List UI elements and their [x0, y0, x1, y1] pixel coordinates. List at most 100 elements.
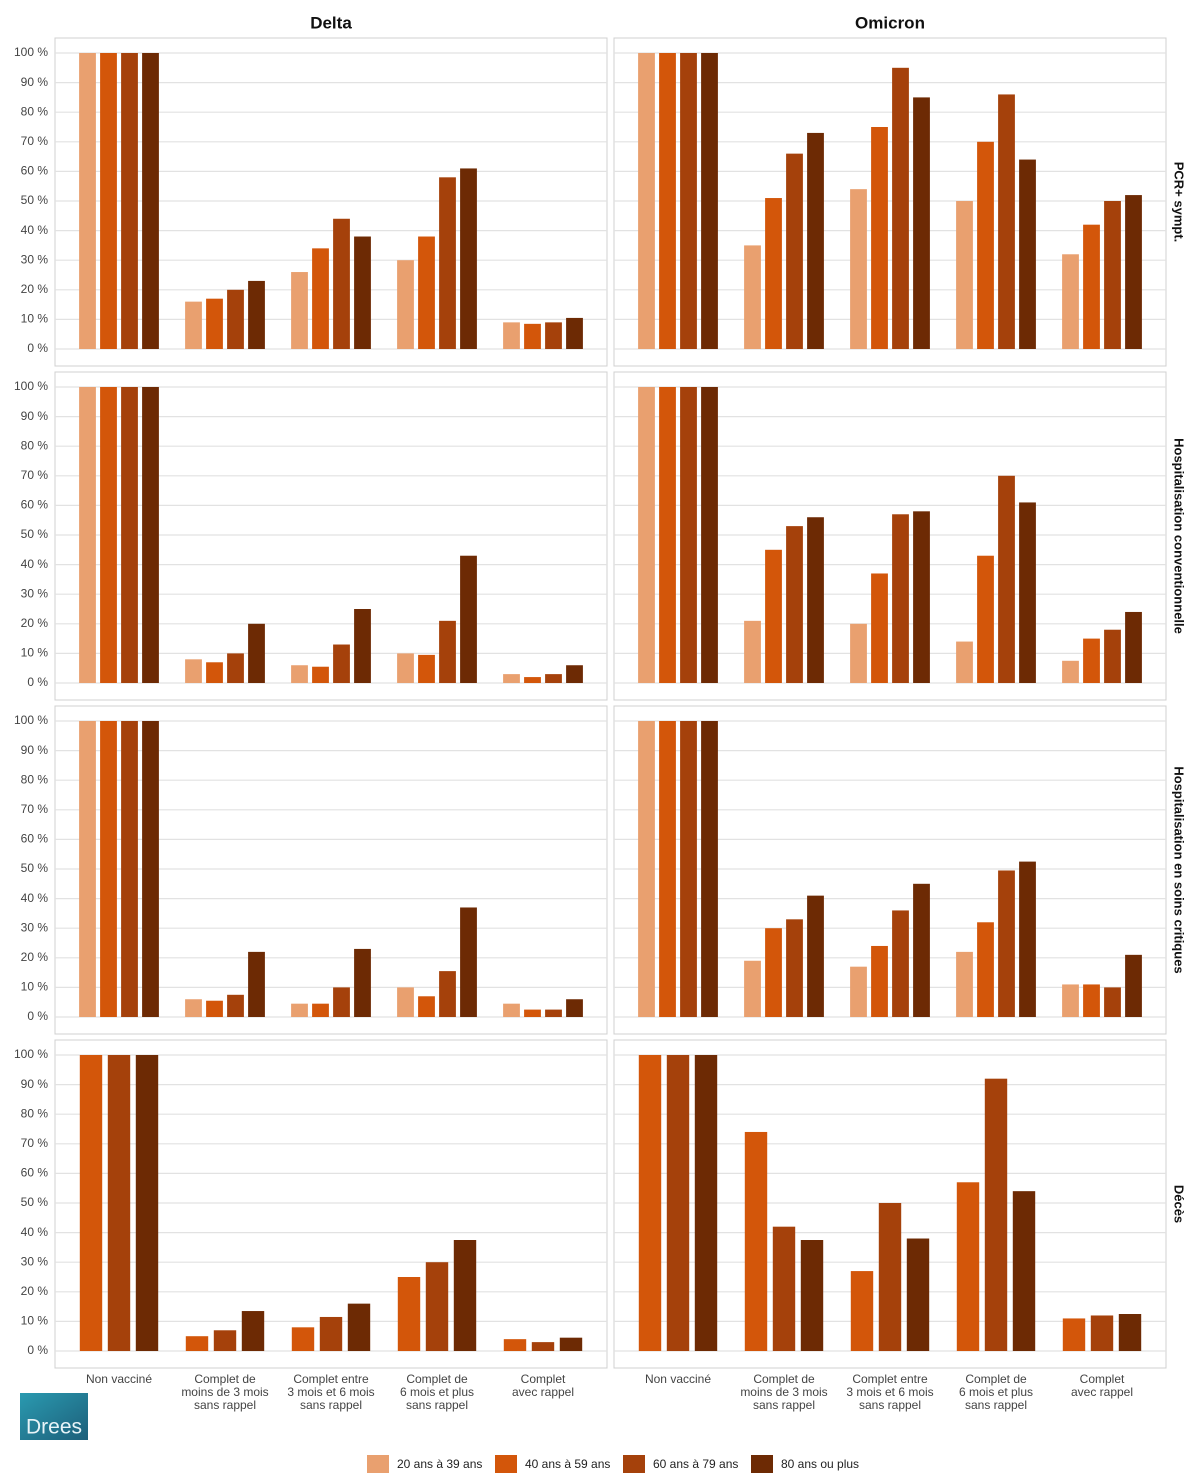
bar	[566, 665, 583, 683]
bar	[913, 511, 930, 683]
x-tick-label: Complet entre	[852, 1372, 928, 1386]
y-tick-label: 70 %	[21, 1136, 49, 1150]
bar	[397, 653, 414, 683]
bar	[185, 1336, 209, 1351]
legend-label: 20 ans à 39 ans	[397, 1457, 482, 1471]
bar	[107, 1055, 131, 1351]
bar	[439, 177, 456, 349]
x-tick-label: 3 mois et 6 mois	[846, 1385, 933, 1399]
bar	[439, 971, 456, 1017]
y-tick-label: 70 %	[21, 802, 49, 816]
bar	[248, 623, 265, 683]
bar	[142, 53, 159, 349]
row-title: Décès	[1172, 1185, 1186, 1223]
bar	[524, 677, 541, 683]
logo-box	[20, 1393, 88, 1440]
bar	[100, 53, 117, 349]
bar	[418, 236, 435, 349]
bar	[850, 189, 867, 349]
bar	[659, 387, 676, 683]
x-tick-label: Complet de	[753, 1372, 815, 1386]
y-tick-label: 20 %	[21, 950, 49, 964]
bar	[1062, 254, 1079, 349]
bar	[765, 928, 782, 1017]
bar	[291, 272, 308, 349]
bar	[397, 987, 414, 1017]
y-tick-label: 40 %	[21, 557, 49, 571]
bar	[1019, 861, 1036, 1017]
bar	[79, 721, 96, 1017]
bar	[79, 1055, 103, 1351]
bar	[453, 1240, 477, 1351]
y-tick-label: 10 %	[21, 312, 49, 326]
bar	[744, 620, 761, 683]
bar	[545, 674, 562, 683]
bar	[977, 922, 994, 1017]
y-tick-label: 0 %	[27, 1343, 48, 1357]
bar	[185, 999, 202, 1017]
x-tick-label: sans rappel	[859, 1398, 921, 1412]
y-tick-label: 0 %	[27, 675, 48, 689]
y-tick-label: 30 %	[21, 252, 49, 266]
bar	[1083, 638, 1100, 683]
bar	[524, 323, 541, 349]
bar	[227, 289, 244, 349]
y-tick-label: 90 %	[21, 409, 49, 423]
legend-label: 60 ans à 79 ans	[653, 1457, 738, 1471]
bar	[892, 514, 909, 683]
y-tick-label: 100 %	[14, 379, 48, 393]
bar	[1125, 611, 1142, 683]
x-tick-label: Complet de	[965, 1372, 1027, 1386]
bar	[659, 53, 676, 349]
legend-label: 40 ans à 59 ans	[525, 1457, 610, 1471]
bar	[531, 1342, 555, 1351]
bar	[1019, 502, 1036, 683]
bar	[121, 53, 138, 349]
x-tick-label: sans rappel	[753, 1398, 815, 1412]
y-tick-label: 0 %	[27, 341, 48, 355]
y-tick-label: 50 %	[21, 527, 49, 541]
y-tick-label: 90 %	[21, 75, 49, 89]
bar	[807, 895, 824, 1017]
bar	[680, 53, 697, 349]
bar	[397, 260, 414, 349]
bar	[871, 945, 888, 1017]
legend-swatch	[623, 1455, 645, 1473]
column-title: Delta	[310, 13, 352, 32]
bar	[460, 168, 477, 349]
bar	[460, 555, 477, 683]
bar	[892, 67, 909, 350]
x-tick-label: sans rappel	[194, 1398, 256, 1412]
bar	[333, 987, 350, 1017]
bar	[1090, 1315, 1114, 1351]
x-tick-label: sans rappel	[965, 1398, 1027, 1412]
bar	[418, 654, 435, 683]
bar	[850, 966, 867, 1017]
bar	[772, 1226, 796, 1351]
bar	[566, 999, 583, 1017]
bar	[1062, 984, 1079, 1017]
bar	[638, 387, 655, 683]
bar	[984, 1078, 1008, 1351]
bar	[998, 94, 1015, 349]
bar	[460, 907, 477, 1017]
y-tick-label: 70 %	[21, 468, 49, 482]
y-tick-label: 100 %	[14, 1047, 48, 1061]
bar	[503, 674, 520, 683]
bar	[638, 721, 655, 1017]
bar	[694, 1055, 718, 1351]
bar	[786, 919, 803, 1017]
bar	[638, 53, 655, 349]
bar	[956, 1182, 980, 1351]
x-tick-label: Complet de	[406, 1372, 468, 1386]
bar	[1012, 1191, 1036, 1351]
bar	[503, 322, 520, 349]
bar	[892, 910, 909, 1017]
bar	[1083, 984, 1100, 1017]
logo-text: Drees	[26, 1416, 82, 1439]
bar	[142, 721, 159, 1017]
y-tick-label: 20 %	[21, 282, 49, 296]
y-tick-label: 0 %	[27, 1009, 48, 1023]
bar	[913, 883, 930, 1017]
